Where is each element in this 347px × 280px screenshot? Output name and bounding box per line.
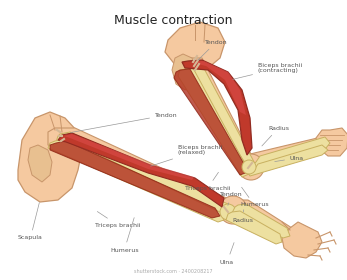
Text: Humerus: Humerus [110, 218, 138, 253]
Polygon shape [48, 128, 238, 218]
Text: Radius: Radius [262, 125, 289, 146]
Circle shape [220, 204, 236, 220]
Text: Scapula: Scapula [18, 203, 43, 241]
Polygon shape [185, 61, 256, 169]
Polygon shape [172, 54, 196, 90]
Polygon shape [232, 204, 290, 238]
Text: Ulna: Ulna [220, 242, 234, 265]
Polygon shape [316, 128, 347, 156]
Polygon shape [220, 200, 296, 244]
Polygon shape [192, 61, 246, 115]
Polygon shape [64, 134, 194, 180]
Text: Muscle contraction: Muscle contraction [114, 14, 232, 27]
Circle shape [242, 160, 256, 174]
Text: Tendon: Tendon [71, 113, 178, 132]
Text: Biceps brachii
(contracting): Biceps brachii (contracting) [233, 63, 302, 79]
Text: shutterstock.com · 2400208217: shutterstock.com · 2400208217 [134, 269, 212, 274]
Polygon shape [226, 211, 282, 244]
Polygon shape [282, 222, 322, 258]
Polygon shape [175, 58, 258, 175]
Polygon shape [165, 22, 225, 72]
Polygon shape [182, 60, 252, 155]
Polygon shape [58, 133, 224, 207]
Polygon shape [178, 68, 249, 177]
Text: Radius: Radius [232, 210, 253, 223]
Polygon shape [50, 141, 220, 218]
Text: Biceps brachii
(relaxed): Biceps brachii (relaxed) [151, 144, 222, 166]
Polygon shape [48, 139, 224, 222]
Text: Tendon: Tendon [198, 39, 228, 60]
Circle shape [238, 154, 264, 180]
Text: Ulna: Ulna [275, 155, 304, 162]
Text: Tendon: Tendon [220, 193, 243, 205]
Polygon shape [56, 132, 232, 215]
Polygon shape [248, 145, 328, 176]
Text: Humerus: Humerus [240, 187, 269, 207]
Polygon shape [18, 112, 82, 202]
Text: Triceps brachii: Triceps brachii [95, 211, 141, 227]
Polygon shape [174, 69, 248, 175]
Polygon shape [28, 145, 52, 182]
Text: Triceps brachii: Triceps brachii [185, 172, 230, 190]
Polygon shape [246, 135, 336, 170]
Polygon shape [252, 137, 330, 168]
Circle shape [219, 196, 247, 224]
